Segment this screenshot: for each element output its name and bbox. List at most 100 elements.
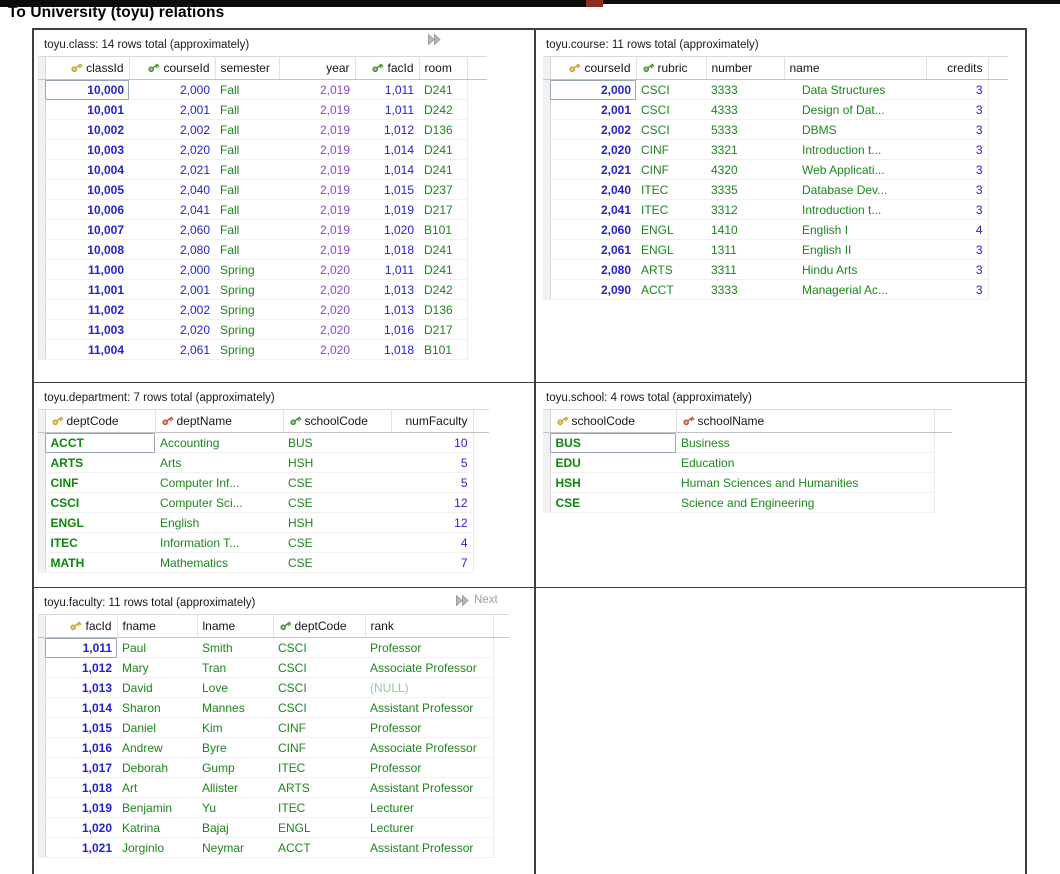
faculty-cell-deptCode[interactable]: ENGL bbox=[273, 817, 365, 838]
course-cell-name[interactable]: Hindu Arts bbox=[784, 259, 926, 280]
course-cell-rubric[interactable]: ARTS bbox=[636, 259, 706, 280]
class-cell-year[interactable]: 2,019 bbox=[279, 219, 355, 240]
class-cell-year[interactable]: 2,020 bbox=[279, 319, 355, 340]
course-cell-number[interactable]: 3311 bbox=[706, 259, 784, 280]
class-cell-classId[interactable]: 10,001 bbox=[45, 99, 129, 120]
faculty-cell-lname[interactable]: Mannes bbox=[197, 697, 273, 718]
department-cell-deptCode[interactable]: ARTS bbox=[45, 452, 155, 473]
class-cell-facId[interactable]: 1,011 bbox=[355, 79, 419, 100]
class-cell-facId[interactable]: 1,011 bbox=[355, 259, 419, 280]
row-select-gutter[interactable] bbox=[543, 452, 551, 473]
class-cell-facId[interactable]: 1,018 bbox=[355, 239, 419, 260]
course-cell-number[interactable]: 5333 bbox=[706, 119, 784, 140]
school-cell-schoolName[interactable]: Science and Engineering bbox=[676, 492, 934, 513]
class-cell-room[interactable]: D241 bbox=[419, 259, 467, 280]
class-cell-classId[interactable]: 10,006 bbox=[45, 199, 129, 220]
row-select-gutter[interactable] bbox=[543, 492, 551, 513]
faculty-cell-rank[interactable]: Assistant Professor bbox=[365, 837, 493, 858]
row-select-gutter[interactable] bbox=[543, 119, 551, 140]
course-cell-rubric[interactable]: ENGL bbox=[636, 239, 706, 260]
department-header-schoolCode[interactable]: schoolCode bbox=[283, 409, 392, 433]
department-cell-schoolCode[interactable]: CSE bbox=[283, 532, 391, 553]
course-cell-credits[interactable]: 3 bbox=[926, 79, 988, 100]
faculty-cell-fname[interactable]: Deborah bbox=[117, 757, 197, 778]
faculty-cell-facId[interactable]: 1,015 bbox=[45, 717, 117, 738]
row-select-gutter[interactable] bbox=[543, 409, 551, 433]
class-cell-facId[interactable]: 1,018 bbox=[355, 339, 419, 360]
class-cell-semester[interactable]: Fall bbox=[215, 119, 279, 140]
class-cell-facId[interactable]: 1,012 bbox=[355, 119, 419, 140]
class-cell-room[interactable]: D241 bbox=[419, 139, 467, 160]
department-cell-numFaculty[interactable]: 5 bbox=[391, 472, 473, 493]
class-cell-courseId[interactable]: 2,002 bbox=[129, 119, 215, 140]
row-select-gutter[interactable] bbox=[543, 199, 551, 220]
class-cell-classId[interactable]: 10,004 bbox=[45, 159, 129, 180]
class-cell-courseId[interactable]: 2,040 bbox=[129, 179, 215, 200]
faculty-cell-facId[interactable]: 1,019 bbox=[45, 797, 117, 818]
course-cell-credits[interactable]: 3 bbox=[926, 239, 988, 260]
class-cell-year[interactable]: 2,019 bbox=[279, 79, 355, 100]
row-select-gutter[interactable] bbox=[38, 637, 46, 658]
faculty-cell-fname[interactable]: Sharon bbox=[117, 697, 197, 718]
department-cell-deptName[interactable]: Computer Sci... bbox=[155, 492, 283, 513]
class-cell-year[interactable]: 2,019 bbox=[279, 199, 355, 220]
class-cell-facId[interactable]: 1,020 bbox=[355, 219, 419, 240]
course-cell-number[interactable]: 3335 bbox=[706, 179, 784, 200]
faculty-cell-fname[interactable]: Andrew bbox=[117, 737, 197, 758]
class-header-year[interactable]: year bbox=[279, 56, 356, 80]
faculty-cell-deptCode[interactable]: ARTS bbox=[273, 777, 365, 798]
class-cell-year[interactable]: 2,020 bbox=[279, 279, 355, 300]
faculty-header-facId[interactable]: facId bbox=[45, 614, 118, 638]
row-select-gutter[interactable] bbox=[38, 492, 46, 513]
course-cell-rubric[interactable]: ITEC bbox=[636, 179, 706, 200]
class-cell-courseId[interactable]: 2,020 bbox=[129, 139, 215, 160]
course-cell-courseId[interactable]: 2,041 bbox=[550, 199, 636, 220]
row-select-gutter[interactable] bbox=[38, 697, 46, 718]
school-header-schoolCode[interactable]: schoolCode bbox=[550, 409, 677, 433]
row-select-gutter[interactable] bbox=[38, 757, 46, 778]
class-cell-year[interactable]: 2,019 bbox=[279, 139, 355, 160]
course-cell-courseId[interactable]: 2,080 bbox=[550, 259, 636, 280]
course-cell-name[interactable]: Introduction t... bbox=[784, 139, 926, 160]
course-cell-courseId[interactable]: 2,021 bbox=[550, 159, 636, 180]
course-header-name[interactable]: name bbox=[784, 56, 927, 80]
faculty-cell-lname[interactable]: Allister bbox=[197, 777, 273, 798]
row-select-gutter[interactable] bbox=[38, 199, 46, 220]
course-cell-credits[interactable]: 3 bbox=[926, 199, 988, 220]
class-cell-classId[interactable]: 10,002 bbox=[45, 119, 129, 140]
row-select-gutter[interactable] bbox=[38, 119, 46, 140]
row-select-gutter[interactable] bbox=[38, 409, 46, 433]
class-cell-year[interactable]: 2,020 bbox=[279, 339, 355, 360]
row-select-gutter[interactable] bbox=[543, 159, 551, 180]
class-cell-classId[interactable]: 11,000 bbox=[45, 259, 129, 280]
row-select-gutter[interactable] bbox=[38, 717, 46, 738]
class-cell-year[interactable]: 2,019 bbox=[279, 159, 355, 180]
row-select-gutter[interactable] bbox=[543, 99, 551, 120]
course-header-courseId[interactable]: courseId bbox=[550, 56, 637, 80]
class-cell-courseId[interactable]: 2,001 bbox=[129, 279, 215, 300]
class-next-page-button[interactable] bbox=[427, 34, 446, 45]
class-cell-room[interactable]: D241 bbox=[419, 239, 467, 260]
class-cell-semester[interactable]: Fall bbox=[215, 79, 279, 100]
class-cell-year[interactable]: 2,020 bbox=[279, 299, 355, 320]
department-cell-numFaculty[interactable]: 5 bbox=[391, 452, 473, 473]
row-select-gutter[interactable] bbox=[38, 159, 46, 180]
class-cell-room[interactable]: D237 bbox=[419, 179, 467, 200]
school-header-schoolName[interactable]: schoolName bbox=[676, 409, 935, 433]
course-cell-courseId[interactable]: 2,000 bbox=[550, 79, 636, 100]
course-cell-name[interactable]: DBMS bbox=[784, 119, 926, 140]
course-cell-number[interactable]: 1311 bbox=[706, 239, 784, 260]
department-cell-numFaculty[interactable]: 4 bbox=[391, 532, 473, 553]
school-cell-schoolCode[interactable]: BUS bbox=[550, 432, 676, 453]
department-cell-deptName[interactable]: Arts bbox=[155, 452, 283, 473]
class-cell-room[interactable]: B101 bbox=[419, 339, 467, 360]
class-cell-year[interactable]: 2,019 bbox=[279, 239, 355, 260]
faculty-header-lname[interactable]: lname bbox=[197, 614, 274, 638]
row-select-gutter[interactable] bbox=[38, 512, 46, 533]
faculty-cell-deptCode[interactable]: CSCI bbox=[273, 697, 365, 718]
row-select-gutter[interactable] bbox=[38, 472, 46, 493]
class-header-courseId[interactable]: courseId bbox=[129, 56, 216, 80]
course-cell-courseId[interactable]: 2,001 bbox=[550, 99, 636, 120]
class-cell-room[interactable]: D242 bbox=[419, 99, 467, 120]
department-cell-deptName[interactable]: Mathematics bbox=[155, 552, 283, 573]
